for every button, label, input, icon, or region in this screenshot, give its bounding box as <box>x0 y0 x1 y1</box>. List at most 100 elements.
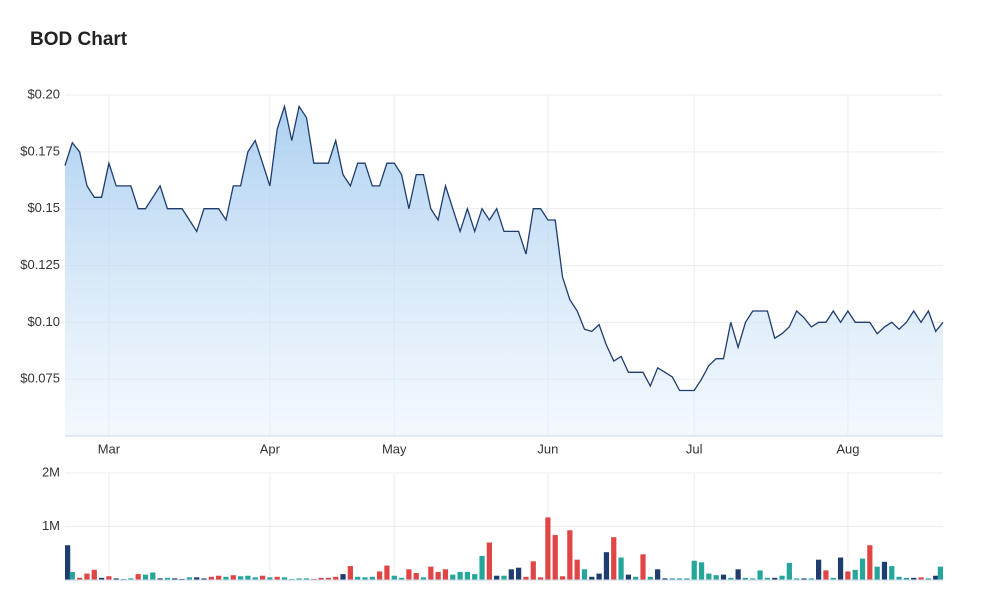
x-tick-label: Mar <box>98 441 121 456</box>
volume-bar <box>65 545 71 580</box>
volume-bar <box>98 577 105 580</box>
volume-bar <box>918 577 924 580</box>
volume-bar <box>201 578 207 580</box>
volume-bar <box>786 562 792 580</box>
volume-bar <box>311 578 317 580</box>
volume-bar <box>435 571 441 580</box>
volume-bar <box>208 576 214 580</box>
volume-bar <box>581 569 588 580</box>
volume-bar <box>369 576 375 580</box>
volume-bar <box>325 577 332 580</box>
volume-bar <box>801 578 807 580</box>
volume-bar <box>135 574 141 580</box>
volume-bar <box>530 561 536 580</box>
volume-bar <box>852 569 858 580</box>
volume-bar <box>933 575 939 580</box>
price-area <box>65 106 943 437</box>
volume-bar <box>267 577 273 580</box>
x-tick-label: Jun <box>537 441 558 456</box>
volume-bar <box>552 535 558 580</box>
volume-bar <box>625 574 631 580</box>
volume-bar <box>296 578 302 580</box>
volume-bar <box>84 573 90 580</box>
volume-bar <box>398 577 405 580</box>
volume-bar <box>486 542 492 580</box>
volume-bar <box>450 574 456 580</box>
volume-bar <box>896 576 902 580</box>
volume-bar <box>128 578 134 580</box>
volume-bar <box>347 566 353 580</box>
price-line <box>64 103 944 392</box>
volume-bar <box>720 574 727 580</box>
y-tick-label: 1M <box>42 518 60 533</box>
volume-bar <box>77 577 83 580</box>
volume-bar <box>259 575 266 580</box>
volume-bar <box>472 574 478 580</box>
volume-bar <box>142 574 149 580</box>
y-tick-label: $0.175 <box>20 143 60 158</box>
volume-bar <box>384 565 390 580</box>
volume-bar <box>567 530 573 580</box>
volume-bar <box>216 575 222 580</box>
volume-bar <box>186 577 192 580</box>
volume-bar <box>479 555 485 580</box>
volume-bar <box>545 517 551 580</box>
volume-bar <box>662 578 668 580</box>
volume-bar <box>881 561 888 580</box>
volume-bar <box>413 573 419 580</box>
volume-bar <box>523 576 529 580</box>
x-tick-label: Apr <box>260 441 281 456</box>
volume-bar <box>596 573 602 580</box>
volume-bar <box>779 575 785 580</box>
volume-bar <box>245 575 251 580</box>
volume-bar <box>742 577 749 580</box>
volume-bar <box>698 562 705 580</box>
volume-bar <box>391 575 397 580</box>
volume-bar <box>428 566 434 580</box>
volume-bar <box>318 577 324 580</box>
y-tick-label: $0.15 <box>27 200 60 215</box>
volume-bar <box>640 554 646 580</box>
volume-bar <box>464 571 471 580</box>
volume-bar <box>289 578 295 580</box>
y-tick-label: $0.075 <box>20 371 60 386</box>
volume-bar <box>442 569 449 580</box>
volume-bar <box>772 577 778 580</box>
volume-bar <box>713 575 719 580</box>
volume-bar <box>845 571 851 580</box>
volume-bar <box>889 566 895 580</box>
volume-bar <box>457 571 463 580</box>
volume-bar <box>406 569 412 580</box>
volume-bar <box>355 576 361 580</box>
volume-bar <box>252 577 258 580</box>
volume-bar <box>794 578 800 580</box>
volume-bar <box>120 578 127 580</box>
volume-bar <box>867 545 873 580</box>
volume-bar <box>559 576 566 580</box>
volume-bar <box>574 559 580 580</box>
volume-bar <box>830 577 836 580</box>
volume-bar <box>903 577 910 580</box>
volume-bar <box>728 577 734 580</box>
volume-bar <box>669 578 675 580</box>
volume-bar <box>281 577 288 580</box>
volume-bar <box>516 567 522 580</box>
volume-bar <box>230 575 236 580</box>
volume-bar <box>106 576 112 580</box>
volume-bar <box>691 560 697 580</box>
volume-bar <box>362 577 368 580</box>
x-tick-label: Jul <box>686 441 703 456</box>
volume-bar <box>655 569 661 580</box>
volume-bar <box>589 576 595 580</box>
volume-bar <box>816 559 822 580</box>
volume-bar <box>164 577 171 580</box>
volume-bar <box>150 572 156 580</box>
volume-bar <box>925 578 931 580</box>
volume-bar <box>508 569 514 580</box>
x-tick-label: May <box>382 441 407 456</box>
volume-bar <box>91 569 97 580</box>
volume-bar <box>706 573 712 580</box>
volume-bar <box>750 578 756 580</box>
volume-bar <box>420 577 427 580</box>
volume-bar <box>611 537 617 580</box>
